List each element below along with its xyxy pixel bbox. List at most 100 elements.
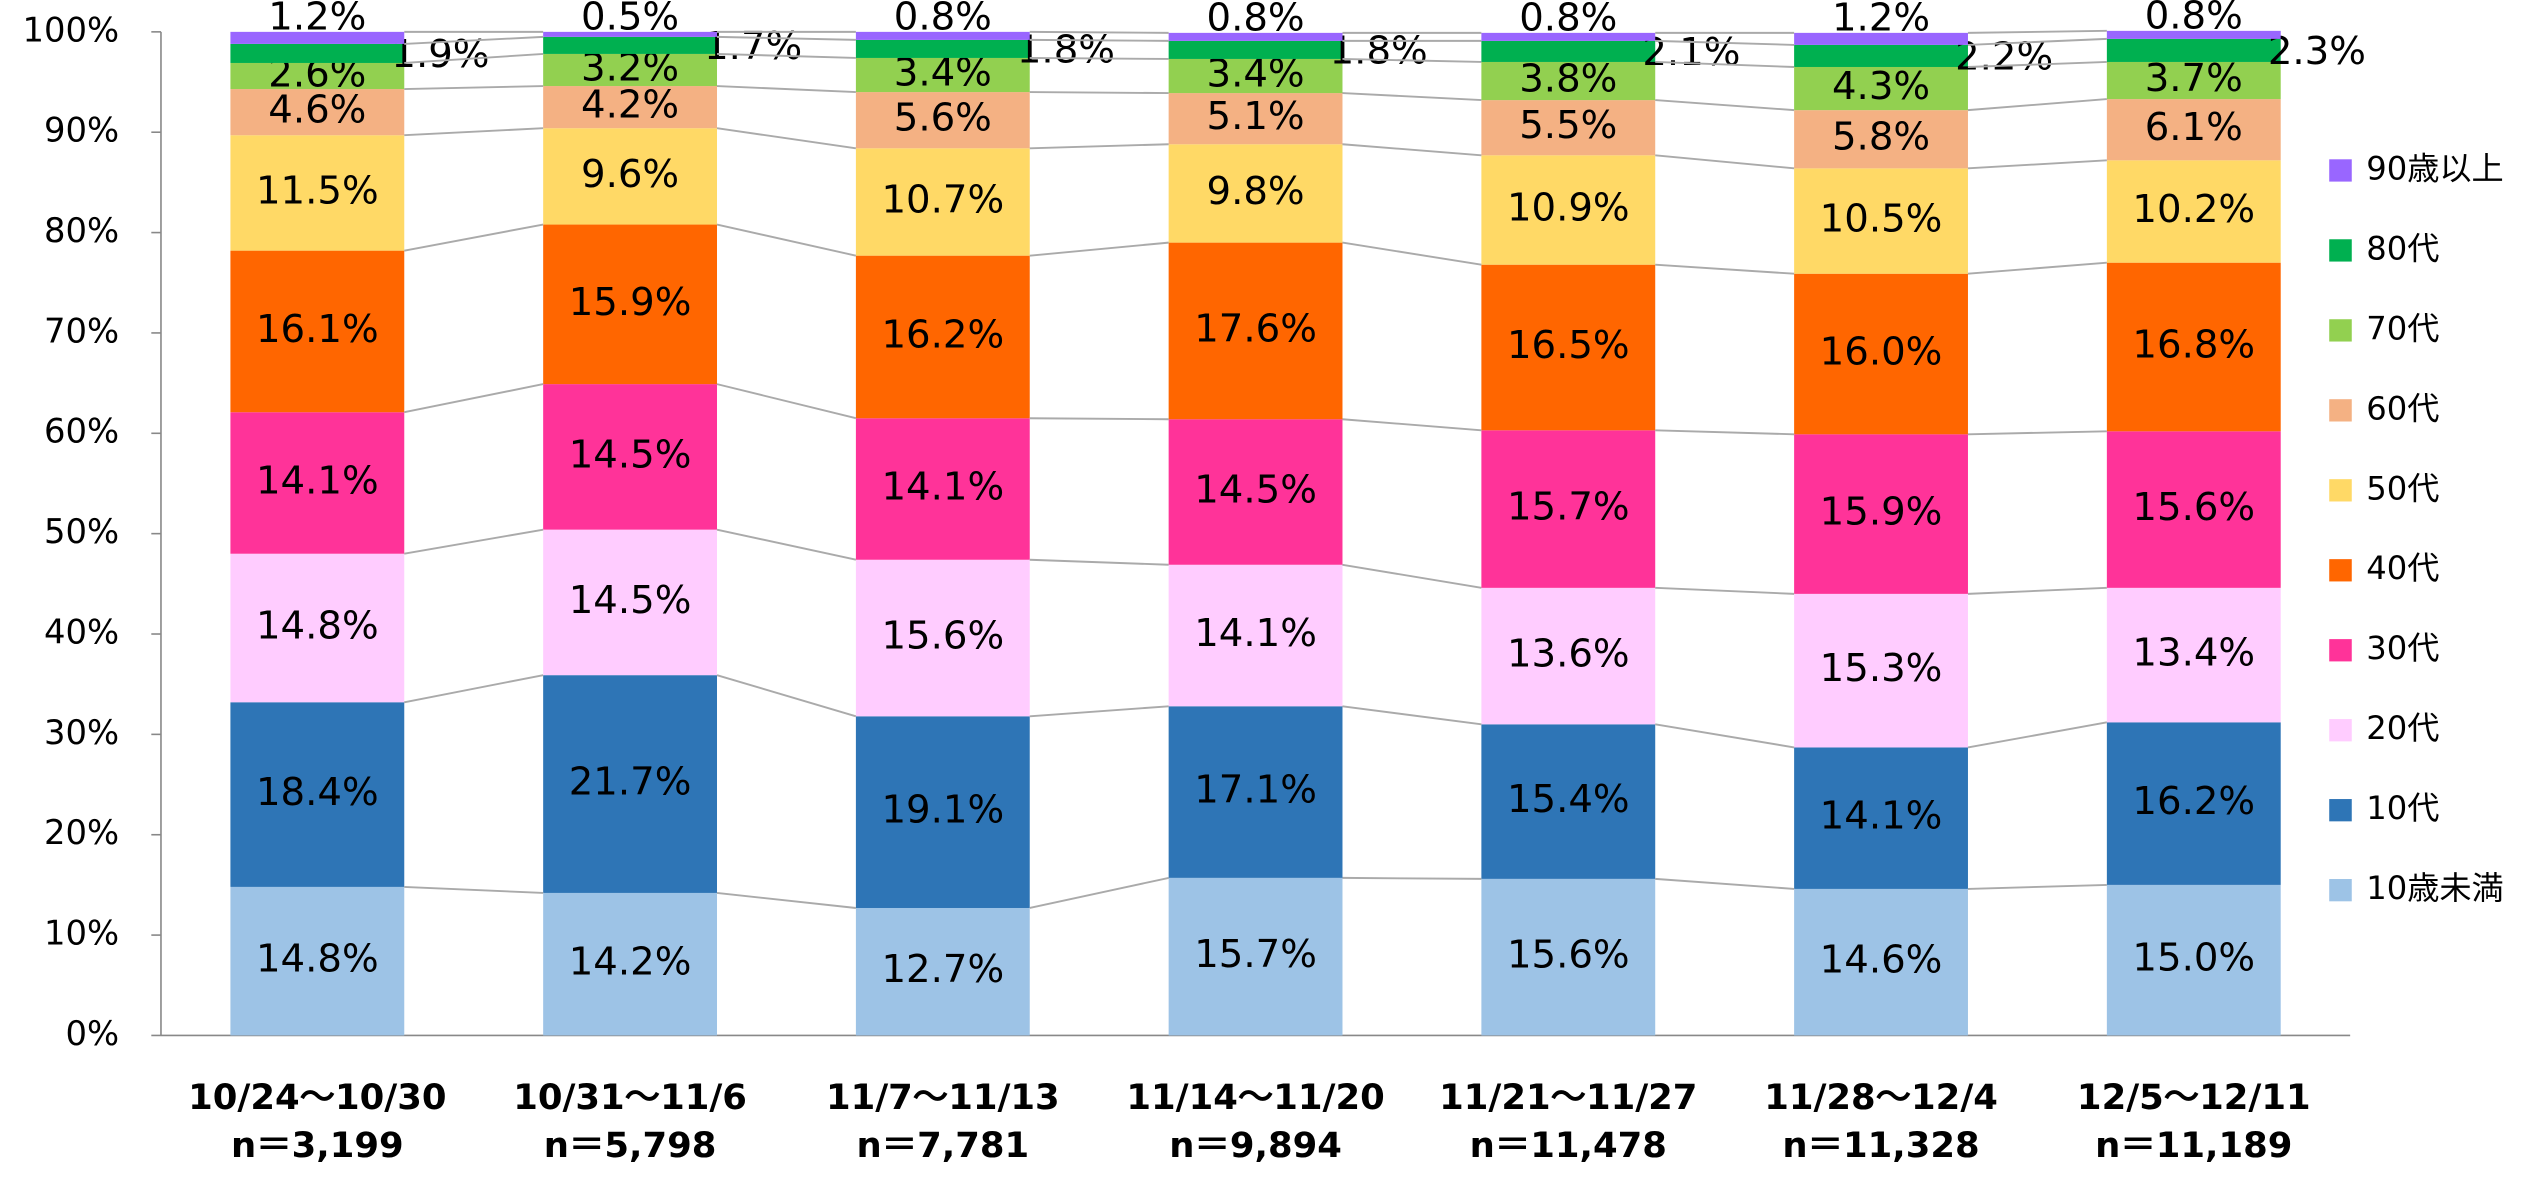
x-tick-label: 11/28～12/4 xyxy=(1764,1077,1998,1118)
connector-line xyxy=(1967,586,2107,595)
legend-swatch xyxy=(2329,159,2352,182)
x-tick-label: 12/5～12/11 xyxy=(2077,1077,2311,1118)
connector-line xyxy=(1655,61,1795,68)
connector-line xyxy=(716,52,856,59)
connector-line xyxy=(716,85,856,94)
bar-segment xyxy=(2106,884,2281,1036)
data-label: 17.1% xyxy=(1194,768,1317,813)
sample-size-label: n＝5,798 xyxy=(544,1125,717,1166)
bar-segment xyxy=(855,418,1030,560)
sample-size-label: n＝7,781 xyxy=(857,1125,1030,1166)
bar-segment xyxy=(855,39,1030,58)
x-tick-label: 10/24～10/30 xyxy=(188,1077,446,1118)
legend-swatch xyxy=(2329,559,2352,582)
bar-segment xyxy=(2106,262,2281,432)
connector-line xyxy=(404,35,544,45)
connector-line xyxy=(1655,877,1795,890)
y-tick-label: 80% xyxy=(44,211,119,250)
data-label: 15.4% xyxy=(1507,777,1630,822)
bar-segment xyxy=(855,148,1030,256)
data-label: 9.8% xyxy=(1206,169,1304,214)
bar-segment xyxy=(1481,100,1656,156)
bar-segment xyxy=(230,702,405,887)
data-label: 9.6% xyxy=(581,152,679,197)
bar-segment xyxy=(1481,587,1656,725)
bar-segment xyxy=(230,886,405,1036)
sample-size-label: n＝11,478 xyxy=(1470,1125,1667,1166)
data-label: 14.1% xyxy=(1820,794,1943,839)
connector-line xyxy=(404,223,544,252)
bar-segment xyxy=(855,57,1030,93)
data-label: 12.7% xyxy=(881,947,1004,992)
bar-segment xyxy=(230,553,405,703)
y-tick-label: 40% xyxy=(44,613,119,652)
bar-segment xyxy=(543,224,718,385)
bar-segment xyxy=(1481,40,1656,62)
data-label: 10.7% xyxy=(881,178,1004,223)
legend-label: 60代 xyxy=(2366,389,2439,427)
connector-line xyxy=(1655,263,1795,275)
bar-segment xyxy=(230,250,405,413)
data-label: 16.0% xyxy=(1820,330,1943,375)
data-label: 16.1% xyxy=(256,307,379,352)
y-tick-label: 60% xyxy=(44,412,119,451)
bar-segment xyxy=(1794,747,1968,889)
data-label: 15.6% xyxy=(881,614,1004,659)
data-label: 15.3% xyxy=(1820,646,1943,691)
bar-segment xyxy=(543,53,718,87)
data-label: 4.2% xyxy=(581,83,679,128)
data-label: 4.3% xyxy=(1832,64,1930,109)
bar-segment xyxy=(2106,431,2281,588)
connector-line xyxy=(716,891,857,909)
x-tick-label: 11/21～11/27 xyxy=(1439,1077,1697,1118)
bar-segment xyxy=(543,529,718,676)
data-label: 1.8% xyxy=(1330,29,1428,74)
data-label: 1.2% xyxy=(268,0,366,40)
connector-line xyxy=(1655,99,1795,112)
bar-segment xyxy=(230,43,405,63)
bar-segment xyxy=(2106,30,2281,39)
connector-line xyxy=(716,127,857,150)
connector-line xyxy=(1967,430,2107,436)
bar-segment xyxy=(1794,593,1968,748)
bar-segment xyxy=(1168,58,1343,94)
legend-label: 70代 xyxy=(2366,309,2439,347)
data-label: 13.4% xyxy=(2132,631,2255,676)
y-tick-label: 0% xyxy=(66,1014,120,1053)
x-tick-label: 11/14～11/20 xyxy=(1126,1077,1384,1118)
data-label: 14.8% xyxy=(256,937,379,982)
bar-segment xyxy=(230,412,405,554)
bar-segment xyxy=(1481,724,1656,879)
connector-line xyxy=(1655,586,1795,595)
legend-label: 50代 xyxy=(2366,469,2439,507)
connector-line xyxy=(1029,30,1169,34)
connector-line xyxy=(1655,154,1795,170)
legend-label: 10代 xyxy=(2366,789,2439,827)
data-label: 14.5% xyxy=(569,578,692,623)
connector-line xyxy=(1342,705,1482,726)
connector-line xyxy=(404,528,544,555)
data-label: 16.2% xyxy=(2132,779,2255,824)
bar-segment xyxy=(1168,419,1343,565)
y-tick-label: 100% xyxy=(23,10,120,49)
bar-segment xyxy=(855,92,1030,149)
bar-segment xyxy=(1481,878,1656,1036)
y-tick-label: 20% xyxy=(44,813,119,852)
bar-segment xyxy=(1481,430,1656,588)
bar-segment xyxy=(1794,168,1968,274)
legend-swatch xyxy=(2329,799,2352,822)
data-label: 14.1% xyxy=(256,459,379,504)
data-label: 5.1% xyxy=(1206,94,1304,139)
legend-swatch xyxy=(2329,639,2352,662)
data-label: 15.7% xyxy=(1194,932,1317,977)
connector-line xyxy=(404,674,544,704)
data-label: 4.6% xyxy=(268,88,366,133)
x-tick-label: 10/31～11/6 xyxy=(513,1077,747,1118)
connector-line xyxy=(1342,418,1482,432)
bar-segment xyxy=(1794,888,1968,1036)
data-label: 0.8% xyxy=(1206,0,1304,41)
bar-segment xyxy=(855,559,1030,717)
connector-line xyxy=(404,885,544,894)
data-label: 0.5% xyxy=(581,0,679,40)
